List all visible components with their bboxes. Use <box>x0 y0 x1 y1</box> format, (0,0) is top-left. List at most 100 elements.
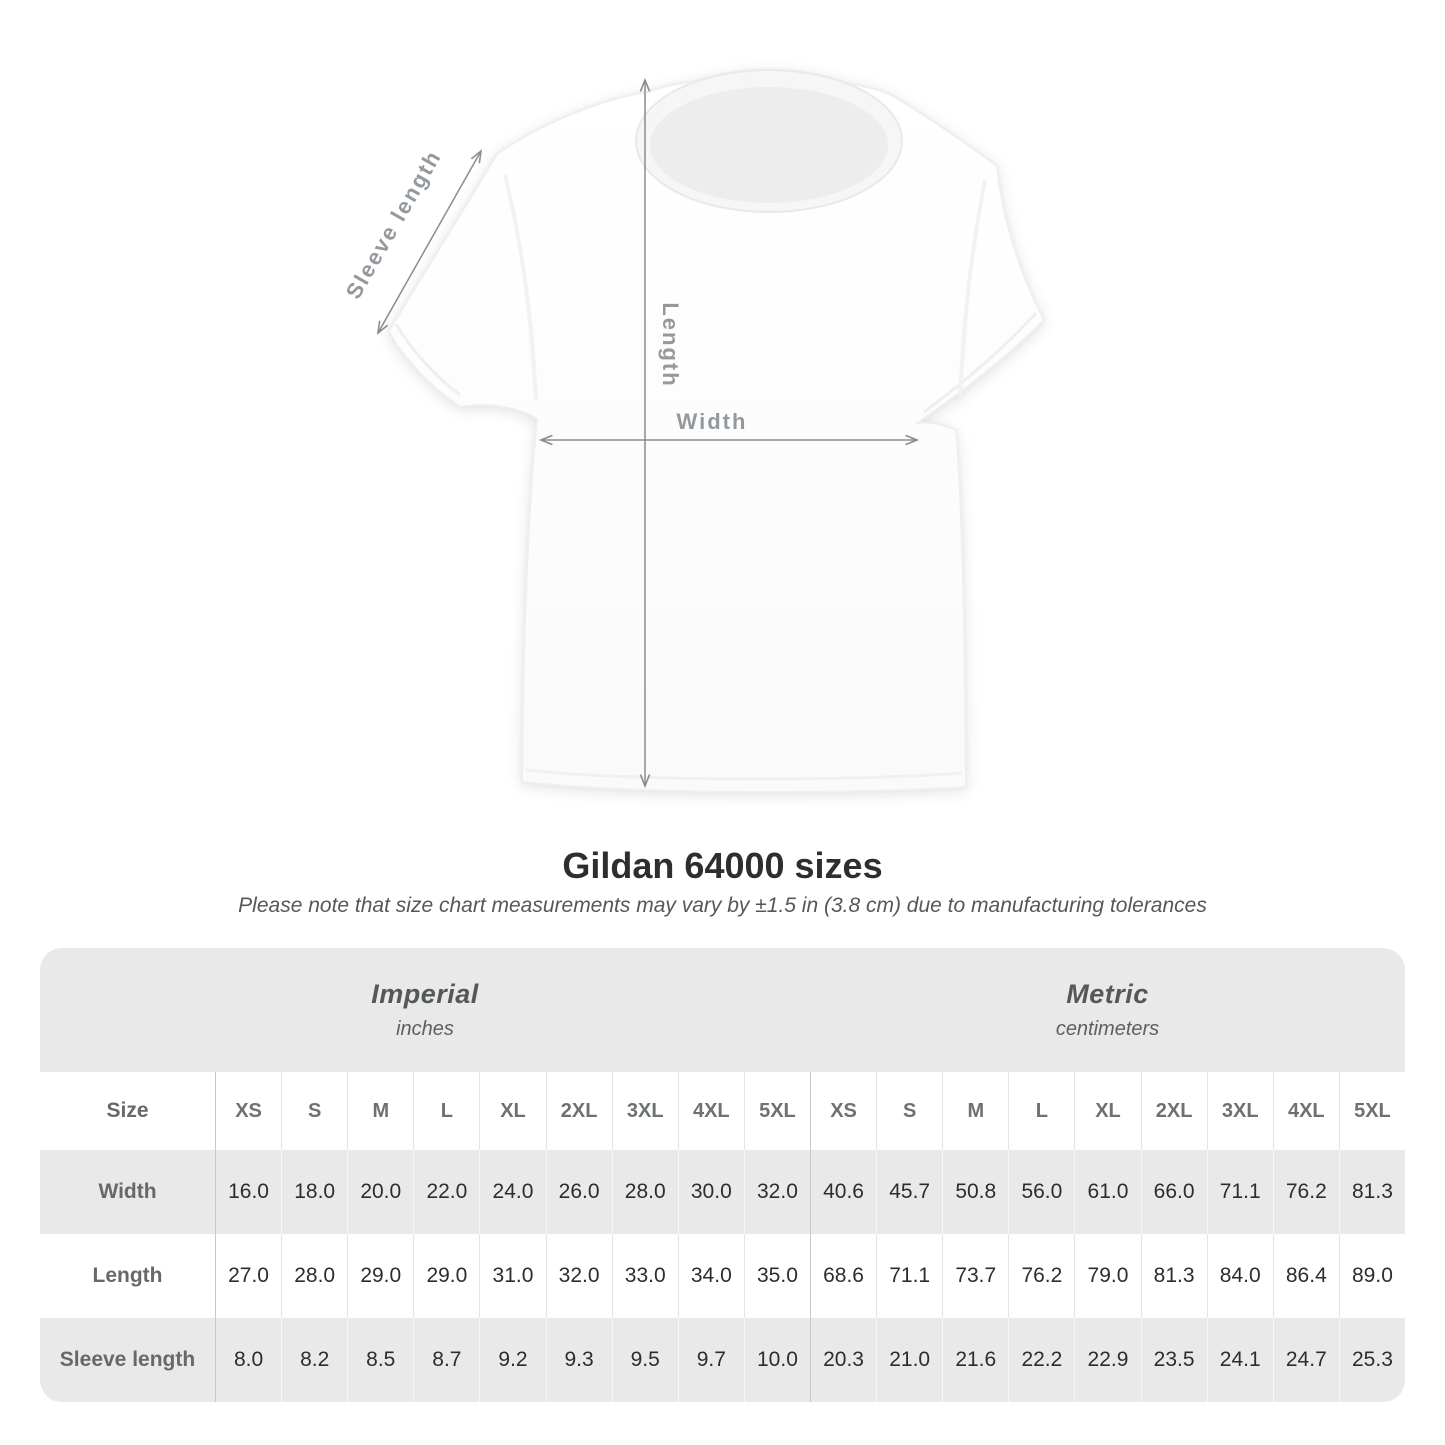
value-imperial-row2-col5: 9.3 <box>545 1318 612 1402</box>
size-header-metric-6: 3XL <box>1206 1072 1273 1150</box>
tshirt-diagram: Width Length Sleeve length <box>341 69 1046 794</box>
imperial-label: Imperial <box>371 979 479 1009</box>
size-header-metric-0: XS <box>810 1072 876 1150</box>
value-imperial-row1-col2: 29.0 <box>347 1234 413 1318</box>
bottom-hem-stitch <box>525 768 963 781</box>
value-imperial-row1-col5: 32.0 <box>545 1234 612 1318</box>
row-label-length: Length <box>92 1264 163 1287</box>
unit-band-row: Imperial inches Metric centimeters <box>40 948 1405 1072</box>
size-header-row: Size XS S M L XL 2XL 3XL 4XL 5XL XS S M L XL 2XL 3XL 4XL… <box>40 1072 1405 1150</box>
value-metric-row2-col4: 22.9 <box>1074 1318 1140 1402</box>
value-metric-row2-col8: 25.3 <box>1338 1318 1405 1402</box>
width-label: Width <box>677 409 748 434</box>
value-imperial-row2-col4: 9.2 <box>479 1318 545 1402</box>
width-row: Width 16.0 18.0 20.0 22.0 24.0 26.0 28.0 30.0 32… <box>40 1150 1405 1234</box>
value-metric-row1-col2: 73.7 <box>942 1234 1008 1318</box>
value-imperial-row0-col1: 18.0 <box>281 1150 347 1234</box>
row-label-sleeve-length: Sleeve length <box>59 1348 196 1371</box>
value-imperial-row2-col8: 10.0 <box>743 1318 810 1402</box>
size-header-imperial-8: 5XL <box>743 1072 810 1150</box>
metric-label: Metric <box>1066 979 1149 1009</box>
value-metric-row0-col7: 76.2 <box>1272 1150 1339 1234</box>
sleeve-length-arrow <box>376 149 483 335</box>
value-metric-row2-col2: 21.6 <box>942 1318 1008 1402</box>
size-header-metric-7: 4XL <box>1272 1072 1339 1150</box>
collar-opening <box>650 87 888 203</box>
value-metric-row0-col0: 40.6 <box>810 1150 876 1234</box>
value-metric-row2-col3: 22.2 <box>1008 1318 1074 1402</box>
value-metric-row0-col3: 56.0 <box>1008 1150 1074 1234</box>
value-imperial-row0-col3: 22.0 <box>413 1150 479 1234</box>
value-metric-row0-col5: 66.0 <box>1140 1150 1207 1234</box>
value-metric-row0-col4: 61.0 <box>1074 1150 1140 1234</box>
size-header-metric-1: S <box>876 1072 942 1150</box>
size-header-metric-5: 2XL <box>1140 1072 1207 1150</box>
metric-band: Metric centimeters <box>810 948 1405 1072</box>
value-metric-row1-col8: 89.0 <box>1338 1234 1405 1318</box>
metric-units: centimeters <box>1055 1018 1160 1040</box>
value-imperial-row1-col3: 29.0 <box>413 1234 479 1318</box>
size-header-imperial-1: S <box>281 1072 347 1150</box>
value-imperial-row1-col6: 33.0 <box>611 1234 678 1318</box>
value-metric-row1-col6: 84.0 <box>1206 1234 1273 1318</box>
right-crease <box>958 179 987 401</box>
value-imperial-row0-col2: 20.0 <box>347 1150 413 1234</box>
value-metric-row1-col4: 79.0 <box>1074 1234 1140 1318</box>
value-imperial-row1-col1: 28.0 <box>281 1234 347 1318</box>
value-imperial-row1-col7: 34.0 <box>677 1234 744 1318</box>
value-metric-row1-col1: 71.1 <box>876 1234 942 1318</box>
value-imperial-row0-col4: 24.0 <box>479 1150 545 1234</box>
value-imperial-row0-col8: 32.0 <box>743 1150 810 1234</box>
size-header-metric-2: M <box>942 1072 1008 1150</box>
value-metric-row1-col7: 86.4 <box>1272 1234 1339 1318</box>
value-imperial-row1-col4: 31.0 <box>479 1234 545 1318</box>
length-row: Length 27.0 28.0 29.0 29.0 31.0 32.0 33.0 34.0 3… <box>40 1234 1405 1318</box>
value-imperial-row2-col1: 8.2 <box>281 1318 347 1402</box>
left-crease <box>503 174 538 401</box>
value-metric-row2-col0: 20.3 <box>810 1318 876 1402</box>
size-header-imperial-3: L <box>413 1072 479 1150</box>
row-label-width: Width <box>98 1180 157 1203</box>
value-imperial-row0-col5: 26.0 <box>545 1150 612 1234</box>
size-header-imperial-4: XL <box>479 1072 545 1150</box>
sleeve-length-row: Sleeve length 8.0 8.2 8.5 8.7 9.2 9.3 9.5 9.7 10… <box>40 1318 1405 1402</box>
size-header-metric-3: L <box>1008 1072 1074 1150</box>
page-title: Gildan 64000 sizes <box>562 845 883 886</box>
value-imperial-row0-col6: 28.0 <box>611 1150 678 1234</box>
size-header-metric-8: 5XL <box>1338 1072 1405 1150</box>
size-header-metric-4: XL <box>1074 1072 1140 1150</box>
value-metric-row0-col2: 50.8 <box>942 1150 1008 1234</box>
value-imperial-row2-col0: 8.0 <box>215 1318 281 1402</box>
size-column-header: Size <box>106 1099 149 1122</box>
value-imperial-row1-col8: 35.0 <box>743 1234 810 1318</box>
tolerance-note: Please note that size chart measurements… <box>238 894 1207 917</box>
value-metric-row1-col3: 76.2 <box>1008 1234 1074 1318</box>
value-imperial-row0-col7: 30.0 <box>677 1150 744 1234</box>
imperial-band: Imperial inches <box>40 948 810 1072</box>
value-imperial-row2-col7: 9.7 <box>677 1318 744 1402</box>
imperial-units: inches <box>396 1018 454 1040</box>
value-metric-row0-col1: 45.7 <box>876 1150 942 1234</box>
value-metric-row0-col8: 81.3 <box>1338 1150 1405 1234</box>
value-imperial-row2-col6: 9.5 <box>611 1318 678 1402</box>
tshirt-image <box>387 69 1046 794</box>
size-header-imperial-2: M <box>347 1072 413 1150</box>
size-header-imperial-5: 2XL <box>545 1072 612 1150</box>
value-metric-row2-col1: 21.0 <box>876 1318 942 1402</box>
value-metric-row1-col0: 68.6 <box>810 1234 876 1318</box>
right-sleeve-hem <box>923 311 1038 414</box>
size-header-imperial-6: 3XL <box>611 1072 678 1150</box>
size-header-imperial-0: XS <box>215 1072 281 1150</box>
value-imperial-row2-col3: 8.7 <box>413 1318 479 1402</box>
value-metric-row2-col6: 24.1 <box>1206 1318 1273 1402</box>
value-metric-row2-col7: 24.7 <box>1272 1318 1339 1402</box>
size-header-imperial-7: 4XL <box>677 1072 744 1150</box>
value-imperial-row0-col0: 16.0 <box>215 1150 281 1234</box>
value-metric-row0-col6: 71.1 <box>1206 1150 1273 1234</box>
value-metric-row2-col5: 23.5 <box>1140 1318 1207 1402</box>
value-metric-row1-col5: 81.3 <box>1140 1234 1207 1318</box>
value-imperial-row1-col0: 27.0 <box>215 1234 281 1318</box>
length-label: Length <box>658 302 683 387</box>
size-table: Imperial inches Metric centimeters Size … <box>40 948 1405 1402</box>
